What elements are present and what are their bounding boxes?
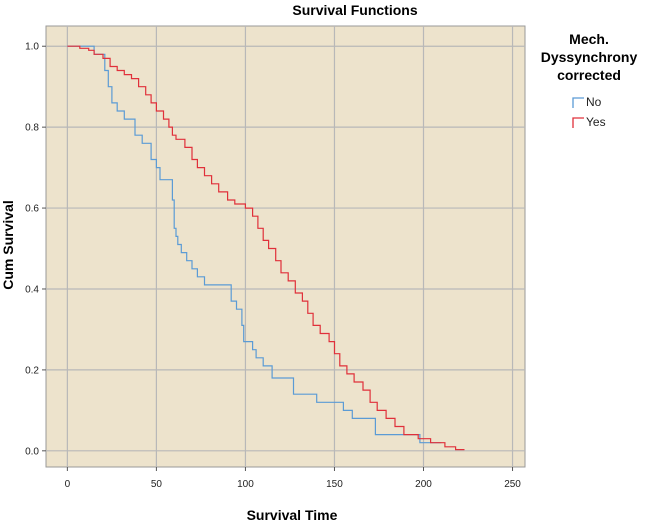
y-axis-title: Cum Survival: [0, 200, 16, 289]
y-tick-label-5: 1.0: [25, 42, 39, 53]
x-tick-label-2: 100: [237, 479, 254, 490]
y-tick-label-4: 0.8: [25, 123, 39, 134]
legend-label-yes: Yes: [586, 115, 606, 129]
y-tick-label-3: 0.6: [25, 204, 39, 215]
legend-title-line-1: Mech.: [569, 31, 609, 47]
legend: Mech. Dyssynchrony corrected No Yes: [541, 31, 638, 129]
legend-swatch-yes: [572, 117, 584, 128]
legend-title-line-3: corrected: [557, 67, 621, 83]
x-axis-title: Survival Time: [247, 507, 338, 523]
y-tick-label-1: 0.2: [25, 365, 39, 376]
series-line-no: [67, 45, 442, 444]
legend-title-line-2: Dyssynchrony: [541, 49, 638, 65]
legend-swatch-no: [572, 97, 584, 108]
series-line-yes: [67, 45, 465, 451]
x-tick-label-0: 0: [65, 479, 71, 490]
x-tick-label-5: 250: [504, 479, 521, 490]
x-tick-label-4: 200: [415, 479, 432, 490]
y-tick-label-0: 0.0: [25, 446, 39, 457]
chart-title: Survival Functions: [292, 2, 417, 18]
x-tick-label-3: 150: [326, 479, 343, 490]
plot-background: [45, 25, 526, 468]
legend-label-no: No: [586, 95, 602, 109]
y-tick-label-2: 0.4: [25, 284, 39, 295]
x-tick-label-1: 50: [151, 479, 163, 490]
